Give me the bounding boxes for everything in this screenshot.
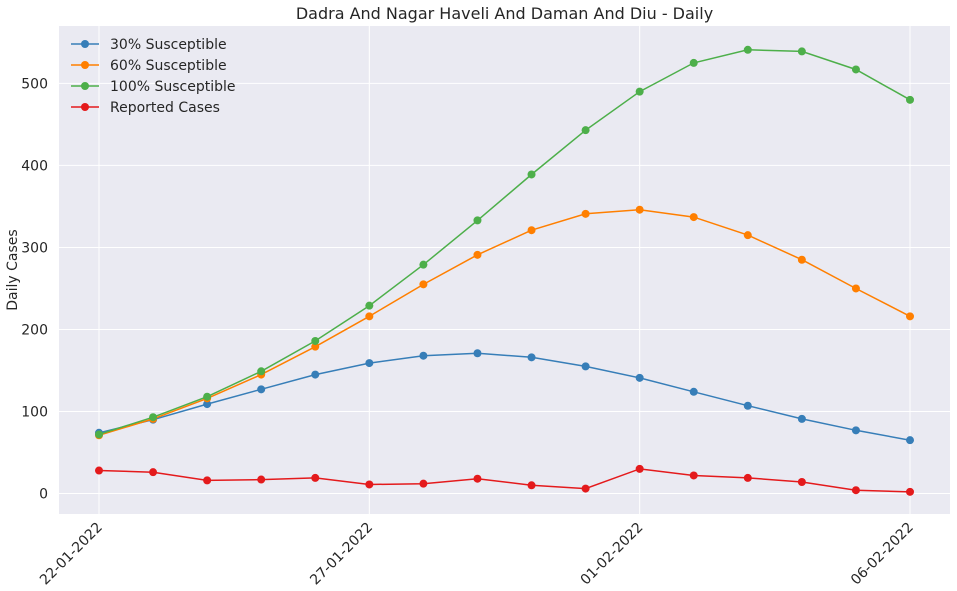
data-point — [906, 436, 914, 445]
legend-marker — [81, 61, 89, 69]
data-point — [689, 58, 698, 67]
data-point — [203, 476, 212, 485]
x-axis-ticks: 22-01-2022 27-01-2022 01-02-2022 06-02-2022 — [37, 520, 917, 589]
x-tick-label: 22-01-2022 — [37, 520, 106, 589]
data-point — [149, 413, 158, 422]
data-point — [635, 373, 644, 382]
data-point — [311, 473, 320, 482]
series-line — [98, 352, 911, 441]
data-point — [797, 47, 806, 56]
data-point — [689, 387, 698, 396]
y-tick-label: 300 — [21, 240, 48, 256]
data-point — [797, 255, 806, 264]
data-point — [689, 471, 698, 480]
chart-title: Dadra And Nagar Haveli And Daman And Diu… — [296, 4, 713, 23]
data-point — [581, 484, 590, 493]
legend: 30% Susceptible 60% Susceptible 100% Susce… — [71, 37, 236, 116]
legend-item: 30% Susceptible — [71, 37, 227, 53]
data-point — [257, 385, 266, 394]
data-point — [906, 95, 914, 104]
data-point — [743, 231, 752, 240]
y-tick-label: 100 — [21, 404, 48, 420]
data-point — [419, 280, 428, 289]
legend-item: 60% Susceptible — [71, 58, 227, 74]
legend-item: Reported Cases — [71, 100, 220, 116]
plot-background — [59, 26, 950, 514]
data-point — [527, 226, 536, 235]
data-point — [635, 464, 644, 473]
data-point — [311, 336, 320, 345]
data-point — [635, 205, 644, 214]
data-point — [473, 349, 482, 358]
data-point — [365, 359, 374, 368]
data-point — [149, 468, 158, 477]
data-point — [365, 312, 374, 321]
y-tick-label: 500 — [21, 76, 48, 92]
legend-marker — [81, 103, 89, 111]
data-point — [527, 353, 536, 362]
y-axis-label: Daily Cases — [5, 229, 21, 310]
data-point — [527, 481, 536, 490]
x-tick-label: 01-02-2022 — [578, 520, 647, 589]
data-point — [851, 486, 860, 495]
data-point — [203, 392, 212, 401]
data-point — [635, 87, 644, 96]
x-tick-label: 06-02-2022 — [848, 520, 917, 589]
data-point — [365, 301, 374, 310]
data-point — [419, 479, 428, 488]
data-point — [581, 362, 590, 371]
y-tick-label: 400 — [21, 158, 48, 174]
data-point — [419, 351, 428, 360]
data-point — [743, 473, 752, 482]
data-point — [743, 45, 752, 54]
data-point — [851, 426, 860, 435]
y-tick-label: 200 — [21, 322, 48, 338]
series-line — [98, 208, 911, 437]
data-point — [689, 213, 698, 222]
data-point — [527, 170, 536, 179]
data-point — [257, 475, 266, 484]
data-point — [311, 342, 320, 351]
data-point — [95, 430, 103, 439]
data-point — [95, 466, 103, 475]
data-point — [203, 400, 212, 409]
data-point — [581, 126, 590, 135]
data-point — [851, 284, 860, 293]
x-tick-label: 27-01-2022 — [307, 520, 376, 589]
data-point — [473, 474, 482, 483]
data-point — [906, 487, 914, 496]
data-point — [797, 478, 806, 487]
data-point — [906, 312, 914, 321]
legend-item: 100% Susceptible — [71, 79, 236, 95]
legend-label: 60% Susceptible — [110, 58, 227, 74]
series-line — [98, 468, 911, 493]
legend-marker — [81, 82, 89, 90]
y-axis-ticks: 0 100 200 300 400 500 — [21, 76, 48, 502]
data-point — [797, 414, 806, 423]
legend-label: Reported Cases — [110, 100, 220, 116]
series-1 — [95, 349, 914, 445]
series-3 — [95, 45, 914, 439]
data-point — [365, 480, 374, 489]
y-tick-label: 0 — [39, 486, 48, 502]
legend-label: 30% Susceptible — [110, 37, 227, 53]
data-point — [851, 65, 860, 74]
data-point — [311, 370, 320, 379]
data-point — [473, 216, 482, 225]
data-point — [743, 401, 752, 410]
data-point — [419, 260, 428, 269]
grid-lines — [59, 26, 950, 514]
legend-marker — [81, 40, 89, 48]
data-point — [257, 367, 266, 376]
data-point — [473, 250, 482, 259]
series-layer — [95, 45, 914, 496]
data-point — [581, 209, 590, 218]
series-4 — [95, 464, 914, 496]
series-line — [98, 49, 911, 436]
legend-label: 100% Susceptible — [110, 79, 236, 95]
